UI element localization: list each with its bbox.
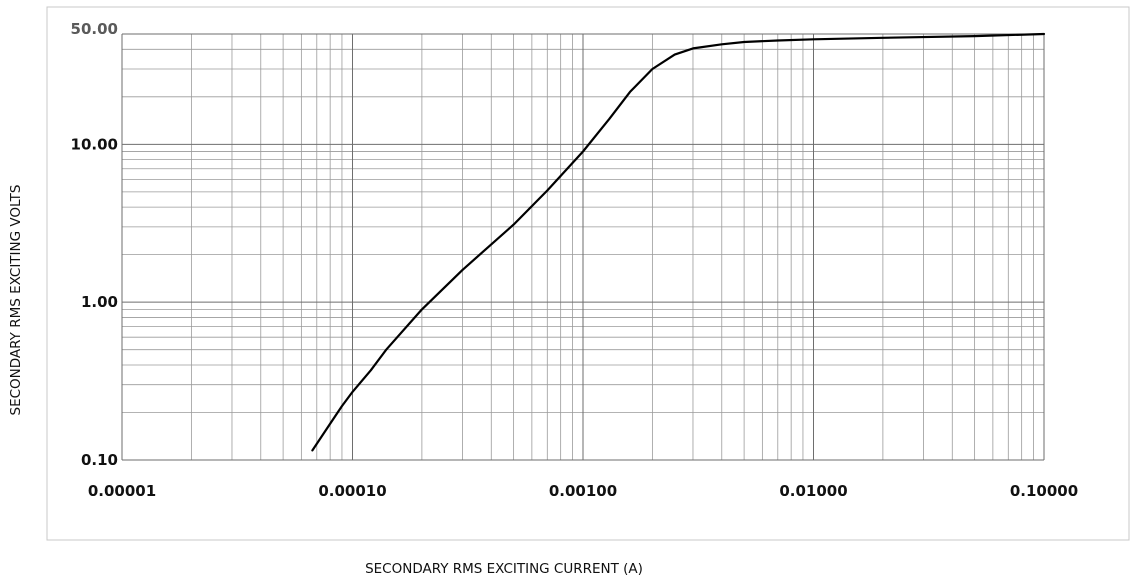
series-line [311,32,1046,452]
x-tick-label: 0.00010 [318,482,386,500]
chart-border [46,6,1130,541]
x-axis-title: SECONDARY RMS EXCITING CURRENT (A) [365,561,643,577]
x-tick-label: 0.01000 [779,482,847,500]
y-tick-label: 10.00 [71,135,118,153]
y-tick-label: 1.00 [81,293,118,311]
y-axis-title: SECONDARY RMS EXCITING VOLTS [8,185,24,416]
y-tick-labels: 0.10 1.00 10.00 50.00 [71,20,118,469]
x-tick-label: 0.00001 [88,482,156,500]
major-gridlines [121,33,1045,461]
y-tick-label: 0.10 [81,451,118,469]
y-tick-label: 50.00 [71,20,118,38]
series-layer [311,32,1046,452]
x-tick-label: 0.00100 [549,482,617,500]
x-tick-label: 0.10000 [1010,482,1078,500]
x-tick-labels: 0.00001 0.00010 0.00100 0.01000 0.10000 [88,482,1078,500]
